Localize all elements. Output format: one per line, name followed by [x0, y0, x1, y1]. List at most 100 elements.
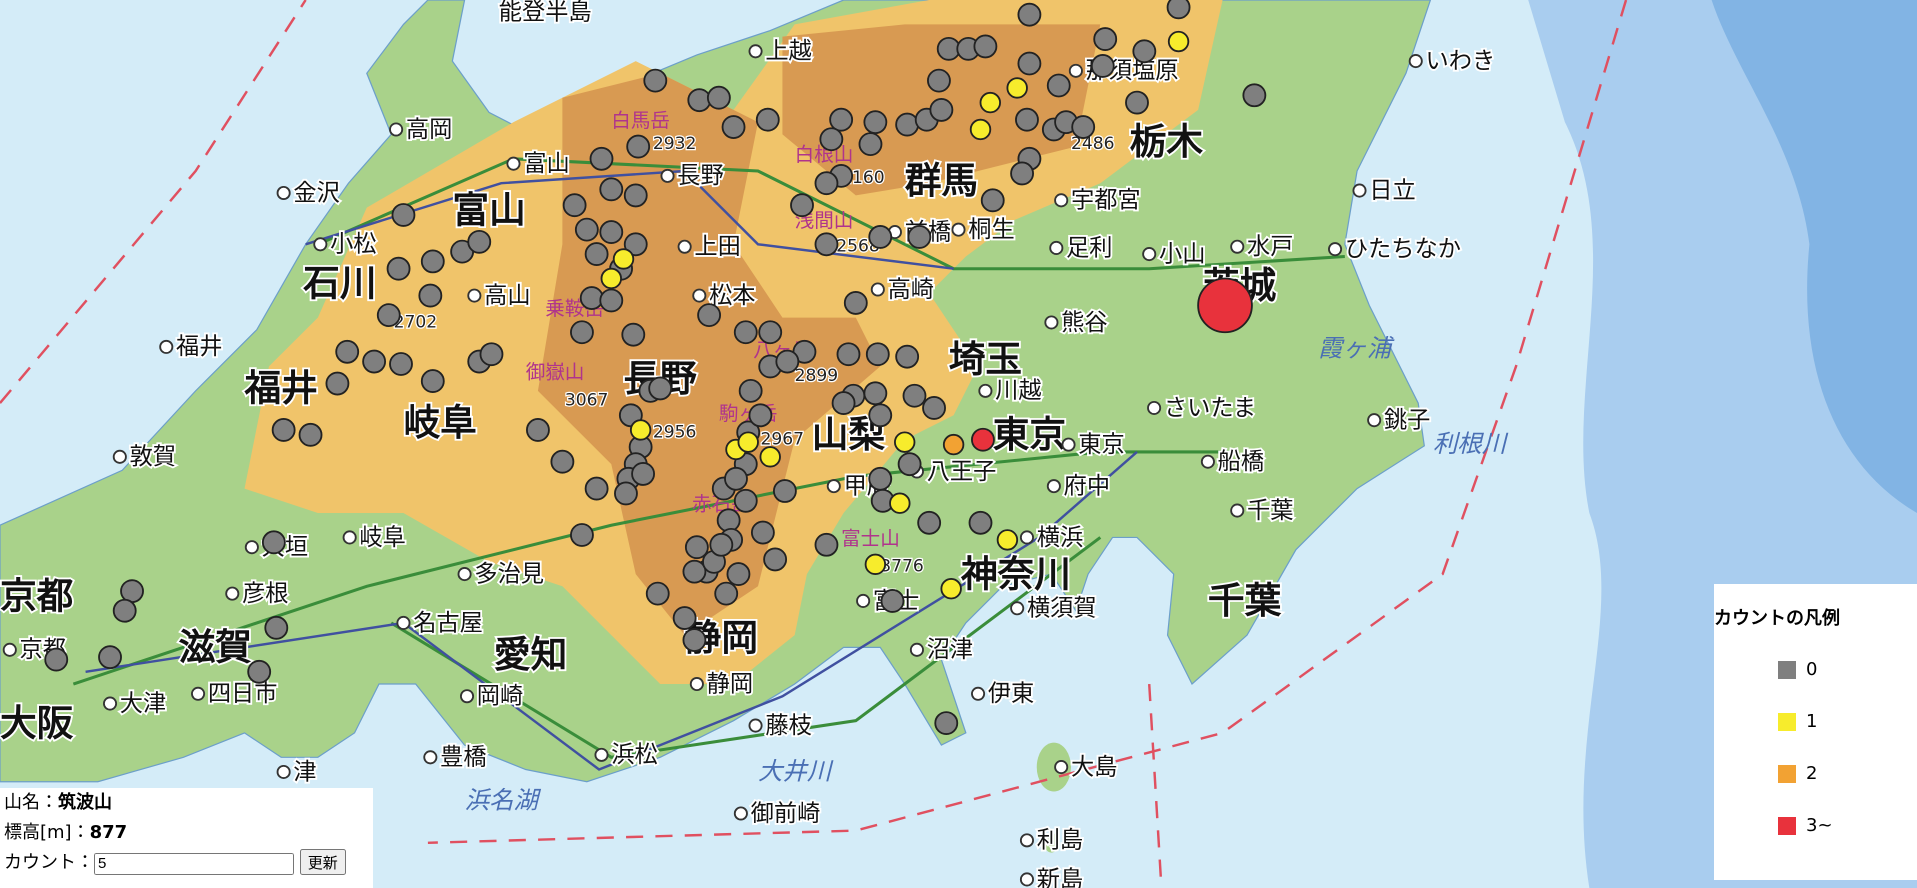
mountain-marker[interactable] — [672, 606, 697, 630]
mountain-marker[interactable] — [684, 535, 709, 560]
mountain-marker[interactable] — [467, 229, 492, 254]
mountain-marker[interactable] — [755, 107, 780, 132]
mountain-marker[interactable] — [973, 34, 998, 59]
mountain-marker[interactable] — [709, 532, 734, 557]
mountain-marker[interactable] — [868, 403, 893, 428]
mountain-marker[interactable] — [880, 589, 905, 613]
mountain-marker[interactable] — [922, 396, 946, 420]
mountain-marker[interactable] — [599, 220, 624, 244]
mountain-marker[interactable] — [621, 322, 646, 347]
mountain-marker[interactable] — [868, 466, 893, 491]
mountain-marker[interactable] — [600, 267, 622, 290]
mountain-marker[interactable] — [790, 193, 814, 218]
mountain-marker[interactable] — [738, 378, 763, 403]
mountain-marker[interactable] — [376, 303, 401, 328]
mountain-marker[interactable] — [1167, 30, 1190, 53]
mountain-marker[interactable] — [1242, 83, 1267, 108]
mountain-marker[interactable] — [968, 510, 993, 535]
mountain-marker[interactable] — [726, 562, 751, 586]
mountain-marker[interactable] — [562, 193, 587, 218]
mountain-marker[interactable] — [643, 68, 668, 93]
mountain-marker[interactable] — [599, 288, 624, 313]
mountain-marker[interactable] — [1015, 107, 1039, 132]
mountain-marker[interactable] — [584, 242, 609, 266]
mountain-marker[interactable] — [623, 183, 648, 208]
mountain-marker[interactable] — [697, 303, 722, 328]
mountain-marker[interactable] — [631, 462, 655, 486]
mountain-marker[interactable] — [750, 520, 775, 545]
mountain-marker[interactable] — [843, 291, 868, 315]
mountain-marker[interactable] — [763, 547, 788, 572]
mountain-marker[interactable] — [917, 510, 942, 535]
mountain-marker[interactable] — [971, 427, 995, 452]
mountain-marker[interactable] — [362, 349, 387, 374]
mountain-marker[interactable] — [335, 339, 360, 364]
mountain-marker[interactable] — [526, 418, 550, 442]
mountain-marker[interactable] — [942, 433, 965, 456]
mountain-marker[interactable] — [1071, 115, 1096, 139]
mountain-marker[interactable] — [836, 342, 861, 367]
mountain-marker[interactable] — [733, 488, 758, 513]
mountain-marker[interactable] — [1017, 51, 1042, 76]
mountain-marker[interactable] — [479, 342, 504, 367]
mountain-marker[interactable] — [868, 225, 893, 249]
mountain-marker[interactable] — [895, 344, 920, 369]
mountain-marker[interactable] — [612, 248, 635, 270]
mountain-marker[interactable] — [819, 127, 844, 152]
mountain-marker[interactable] — [626, 134, 651, 159]
mountain-marker[interactable] — [865, 342, 890, 367]
mountain-marker[interactable] — [648, 376, 673, 401]
mountain-marker[interactable] — [298, 422, 323, 447]
mountain-marker[interactable] — [907, 225, 932, 249]
mountain-marker[interactable] — [858, 132, 883, 157]
mountain-marker[interactable] — [325, 371, 350, 396]
mountain-marker[interactable] — [969, 118, 992, 141]
mountain-marker[interactable] — [1166, 0, 1191, 20]
mountain-marker[interactable] — [889, 492, 911, 514]
mountain-marker[interactable] — [1017, 2, 1042, 27]
mountain-marker[interactable] — [589, 146, 614, 171]
mountain-marker[interactable] — [579, 286, 604, 310]
mountain-marker[interactable] — [44, 647, 69, 672]
mountain-marker[interactable] — [261, 530, 286, 555]
mountain-marker[interactable] — [682, 628, 707, 652]
mountain-marker[interactable] — [940, 578, 962, 600]
mountain-marker[interactable] — [550, 449, 575, 474]
mountain-marker[interactable] — [733, 320, 758, 345]
mountain-marker[interactable] — [759, 446, 781, 468]
mountain-marker[interactable] — [927, 68, 951, 93]
mountain-marker[interactable] — [929, 98, 954, 122]
mountain-marker[interactable] — [570, 523, 594, 547]
mountain-marker[interactable] — [1090, 54, 1115, 78]
mountain-marker[interactable] — [758, 320, 783, 345]
mountain-marker[interactable] — [574, 217, 599, 242]
mountain-marker[interactable] — [645, 581, 670, 606]
mountain-marker[interactable] — [814, 532, 839, 557]
mountain-marker[interactable] — [895, 112, 920, 137]
mountain-marker[interactable] — [264, 615, 289, 640]
mountain-marker[interactable] — [98, 645, 122, 670]
mountain-marker[interactable] — [979, 91, 1001, 114]
mountain-marker[interactable] — [831, 391, 856, 415]
update-button[interactable]: 更新 — [299, 849, 346, 875]
count-input[interactable] — [94, 852, 294, 875]
mountain-marker[interactable] — [386, 256, 411, 281]
mountain-marker[interactable] — [584, 476, 609, 501]
mountain-marker[interactable] — [772, 479, 797, 503]
mountain-marker[interactable] — [1046, 73, 1071, 98]
mountain-marker[interactable] — [1006, 77, 1028, 99]
mountain-marker[interactable] — [599, 177, 624, 202]
mountain-marker[interactable] — [247, 659, 272, 684]
mountain-marker[interactable] — [902, 383, 927, 408]
mountain-marker[interactable] — [682, 559, 707, 584]
mountain-marker[interactable] — [814, 171, 839, 196]
mountain-marker[interactable] — [418, 283, 443, 308]
mountain-marker[interactable] — [748, 403, 773, 428]
mountain-marker[interactable] — [389, 352, 413, 376]
mountain-marker[interactable] — [737, 431, 759, 453]
mountain-marker[interactable] — [897, 452, 922, 477]
mountain-marker[interactable] — [724, 466, 748, 491]
mountain-marker[interactable] — [420, 369, 445, 394]
mountain-marker[interactable] — [420, 249, 445, 274]
mountain-marker[interactable] — [863, 381, 888, 406]
